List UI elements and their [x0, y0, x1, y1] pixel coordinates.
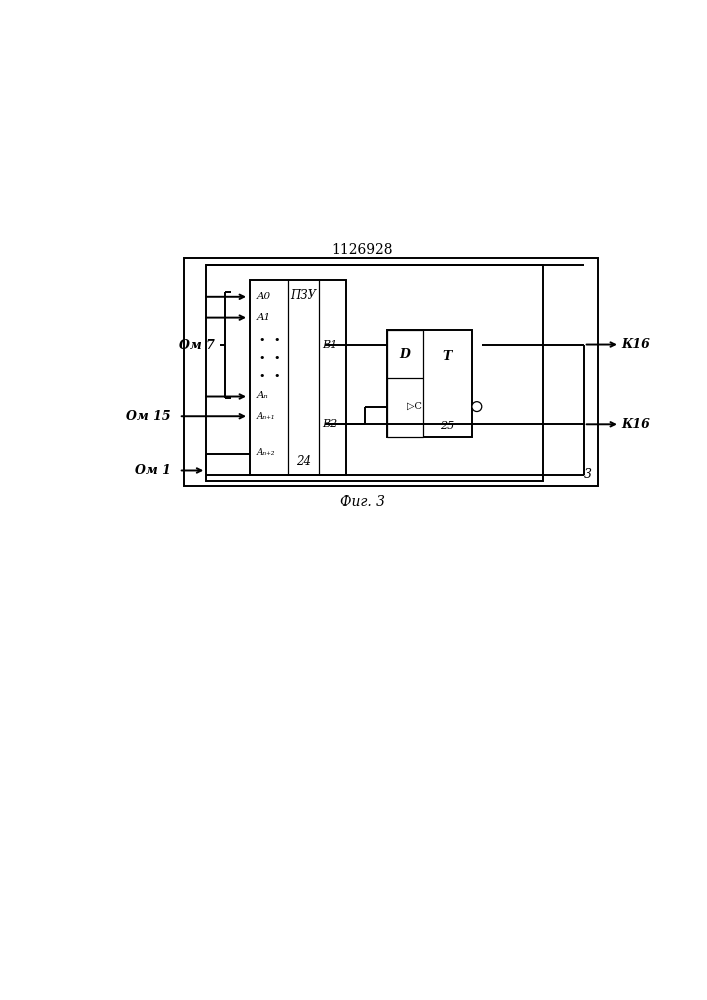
Text: 25: 25 [440, 421, 455, 431]
Text: 1126928: 1126928 [332, 243, 393, 257]
Text: B1: B1 [322, 340, 337, 350]
Bar [206, 265, 543, 481]
Text: Aₙ₊₂: Aₙ₊₂ [257, 448, 275, 457]
Bar [387, 330, 423, 437]
Text: •: • [258, 371, 264, 381]
Text: •: • [273, 335, 279, 345]
Text: 3: 3 [584, 468, 592, 481]
Text: Ом 15: Ом 15 [126, 410, 170, 423]
Text: D: D [399, 348, 410, 361]
Text: К16: К16 [621, 338, 650, 351]
Text: К16: К16 [621, 418, 650, 431]
Bar [387, 330, 472, 437]
Bar [185, 258, 598, 486]
Bar [250, 280, 346, 475]
Text: •: • [273, 371, 279, 381]
Text: •: • [258, 353, 264, 363]
Text: •: • [273, 353, 279, 363]
Text: ПЗУ: ПЗУ [291, 289, 317, 302]
Text: A1: A1 [257, 313, 271, 322]
Text: A0: A0 [257, 292, 271, 301]
Text: B2: B2 [322, 419, 337, 429]
Text: Ом 7: Ом 7 [179, 339, 214, 352]
Text: Aₙ₊₁: Aₙ₊₁ [257, 412, 275, 421]
Text: 24: 24 [296, 455, 311, 468]
Text: Фиг. 3: Фиг. 3 [340, 495, 385, 509]
Circle shape [472, 402, 481, 412]
Text: Aₙ: Aₙ [257, 391, 269, 400]
Text: Ом 1: Ом 1 [135, 464, 170, 477]
Text: •: • [258, 335, 264, 345]
Text: T: T [443, 350, 452, 363]
Text: ▷C: ▷C [407, 402, 421, 411]
